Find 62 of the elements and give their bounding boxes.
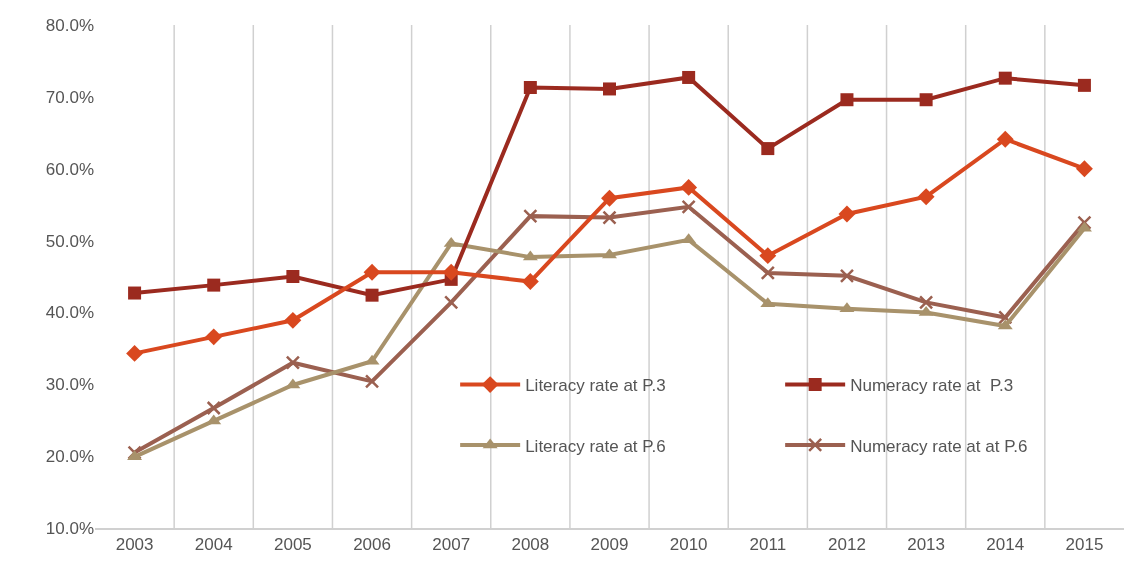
point: [523, 81, 537, 95]
point: [442, 263, 460, 281]
y-tick-label: 50.0%: [45, 231, 94, 251]
y-tick-label: 80.0%: [45, 15, 94, 35]
point: [998, 71, 1012, 85]
point: [363, 263, 381, 281]
point: [365, 288, 379, 302]
point: [364, 374, 380, 389]
y-tick-label: 60.0%: [45, 159, 94, 179]
point: [284, 311, 302, 329]
point: [919, 93, 933, 107]
y-tick-label: 10.0%: [45, 518, 94, 538]
x-tick-label: 2009: [590, 535, 629, 555]
y-tick-label: 70.0%: [45, 87, 94, 107]
point: [996, 130, 1014, 148]
point: [206, 400, 221, 416]
point: [443, 295, 459, 310]
point: [839, 268, 855, 284]
point: [918, 295, 934, 310]
y-tick-label: 30.0%: [45, 375, 94, 395]
point: [759, 247, 777, 265]
point: [521, 273, 539, 290]
x-tick-label: 2011: [749, 535, 787, 555]
point: [603, 82, 616, 96]
point: [838, 205, 856, 223]
point: [127, 445, 142, 460]
point: [917, 188, 935, 206]
x-tick-label: 2010: [669, 535, 708, 555]
x-tick-label: 2015: [1065, 535, 1104, 555]
x-tick-label: 2012: [828, 535, 866, 555]
point: [680, 178, 698, 196]
legend-label: Literacy rate at P.3: [525, 376, 666, 396]
x-tick-label: 2008: [511, 535, 550, 555]
point: [601, 189, 618, 207]
point: [761, 142, 775, 156]
point: [840, 93, 854, 107]
legend-label: Numeracy rate at at P.6: [850, 436, 1028, 456]
y-tick-label: 40.0%: [45, 303, 94, 323]
point: [1075, 160, 1093, 178]
x-tick-label: 2014: [986, 535, 1025, 555]
point: [682, 70, 696, 84]
legend-label: Numeracy rate at P.3: [850, 376, 1014, 396]
point: [602, 210, 617, 225]
point: [126, 344, 144, 362]
x-tick-label: 2004: [194, 535, 233, 555]
legend-label: Literacy rate at P.6: [525, 436, 666, 456]
point: [207, 278, 221, 292]
point: [286, 270, 300, 283]
x-tick-label: 2013: [907, 535, 946, 555]
point: [760, 265, 776, 281]
x-tick-label: 2007: [432, 535, 471, 555]
point: [1077, 78, 1091, 92]
point: [681, 199, 696, 215]
point: [1077, 215, 1092, 230]
point: [205, 328, 223, 346]
point: [523, 208, 538, 224]
point: [128, 286, 142, 300]
x-tick-label: 2003: [115, 535, 154, 555]
x-tick-label: 2005: [273, 535, 312, 555]
y-tick-label: 20.0%: [45, 447, 94, 467]
x-tick-label: 2006: [353, 535, 391, 555]
point: [285, 355, 301, 370]
